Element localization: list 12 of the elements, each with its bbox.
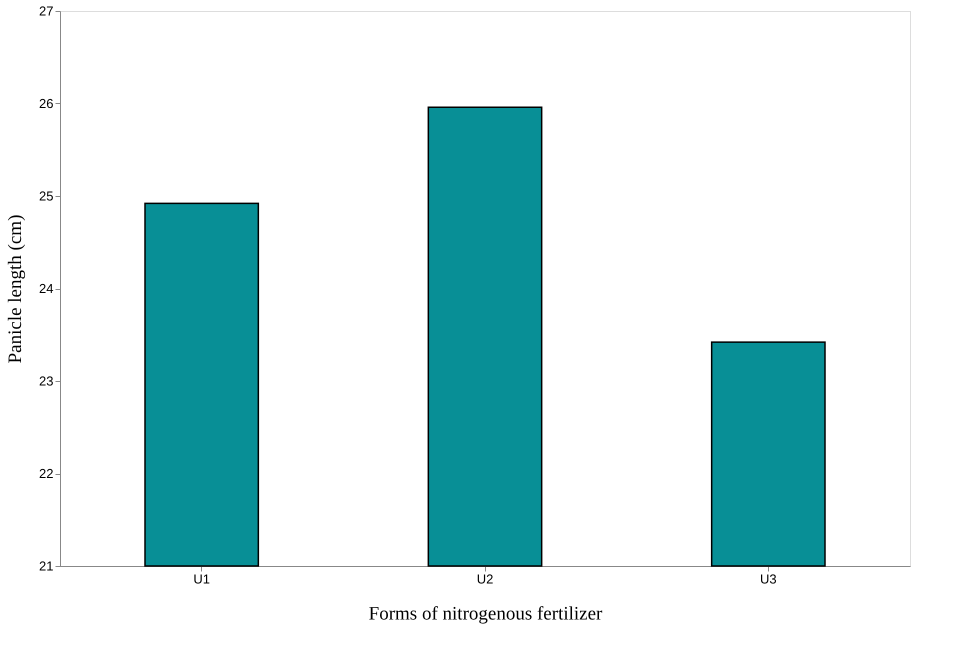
y-tick-label: 26 (39, 96, 54, 111)
x-axis-title: Forms of nitrogenous fertilizer (368, 604, 604, 624)
y-tick-label: 27 (39, 4, 54, 18)
x-tick-label: U3 (760, 572, 777, 586)
y-tick-label: 22 (39, 466, 54, 481)
y-tick-label: 23 (39, 374, 54, 388)
y-axis-title: Panicle length (cm) (5, 214, 26, 364)
x-tick-label: U2 (476, 572, 494, 586)
x-tick-label: U1 (193, 572, 210, 586)
y-tick-label: 25 (39, 188, 54, 204)
y-tick-label: 24 (39, 281, 54, 296)
y-tick-label: 21 (39, 558, 54, 574)
